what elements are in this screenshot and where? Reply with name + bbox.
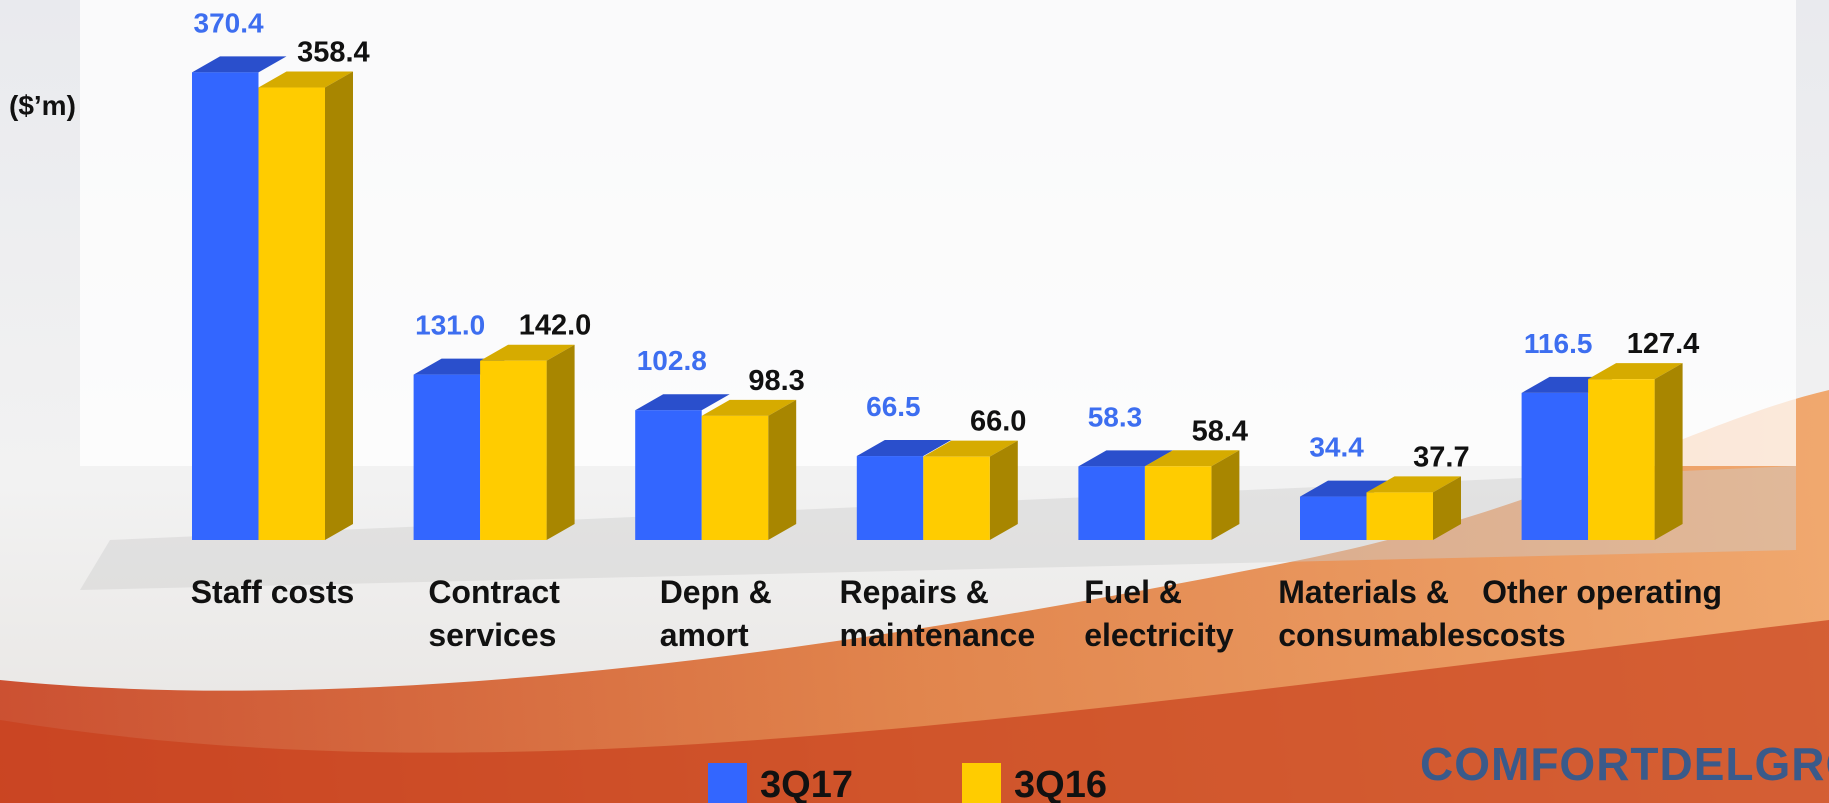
value-label: 131.0: [415, 310, 485, 341]
x-tick-label: services: [428, 617, 556, 653]
logo: COMFORTDELGRO: [1420, 738, 1829, 790]
bar-top: [635, 394, 730, 411]
x-tick-label: consumables: [1278, 617, 1483, 653]
bar-top: [701, 399, 797, 416]
x-tick-label: Materials &: [1278, 574, 1449, 610]
bar: [1300, 496, 1367, 540]
bar-top: [258, 71, 353, 88]
value-label: 66.0: [970, 406, 1026, 438]
value-label: 142.0: [519, 310, 592, 342]
legend-label: 3Q16: [1014, 764, 1107, 803]
bar: [701, 415, 769, 540]
x-tick-label: costs: [1482, 617, 1566, 653]
x-tick-label: Repairs &: [839, 574, 988, 610]
legend-swatch: [962, 763, 1001, 803]
bar: [413, 374, 481, 540]
bar: [480, 360, 547, 540]
x-tick-label: amort: [660, 617, 749, 653]
bar: [635, 410, 702, 540]
value-label: 358.4: [297, 37, 370, 69]
background-swoosh: [0, 620, 1829, 803]
bar-top: [923, 440, 1018, 457]
x-tick-label: electricity: [1084, 617, 1234, 653]
bar-top: [1144, 450, 1240, 467]
bar: [192, 72, 259, 541]
bar: [856, 456, 924, 540]
value-label: 98.3: [748, 365, 804, 397]
x-tick-label: Staff costs: [191, 574, 355, 610]
value-label: 58.4: [1192, 415, 1248, 447]
x-tick-label: Contract: [428, 574, 560, 610]
legend-swatch: [708, 763, 747, 803]
legend-label: 3Q17: [760, 764, 853, 803]
bar: [1078, 466, 1145, 540]
value-label: 66.5: [866, 391, 921, 422]
bar-top: [1588, 363, 1683, 380]
plot-wall: [80, 0, 1796, 466]
bar: [258, 87, 325, 541]
value-label: 370.4: [194, 7, 264, 38]
value-label: 127.4: [1627, 328, 1700, 360]
bar-top: [1078, 450, 1173, 467]
bar: [1144, 466, 1212, 540]
bar-top: [856, 440, 952, 457]
bar: [1366, 492, 1433, 540]
x-tick-label: Depn &: [660, 574, 772, 610]
bar: [1588, 379, 1655, 540]
bar-side: [546, 344, 575, 540]
bar-top: [480, 344, 575, 361]
bar: [1521, 392, 1589, 540]
bar-side: [1211, 450, 1240, 540]
value-label: 37.7: [1413, 441, 1469, 473]
bar-top: [192, 56, 287, 73]
x-tick-label: maintenance: [839, 617, 1035, 653]
bar-side: [989, 440, 1018, 540]
bar: [923, 456, 990, 540]
value-label: 116.5: [1524, 328, 1593, 359]
value-label: 102.8: [637, 345, 707, 376]
bar-side: [1654, 363, 1683, 540]
x-tick-label: Other operating: [1482, 574, 1722, 610]
value-label: 58.3: [1088, 401, 1143, 432]
y-axis-label: ($’m): [9, 90, 76, 121]
bar-top: [1366, 476, 1461, 493]
value-label: 34.4: [1309, 432, 1364, 463]
bar-side: [768, 399, 797, 540]
bar-side: [325, 71, 353, 541]
bar-side: [1433, 476, 1461, 540]
x-tick-label: Fuel &: [1084, 574, 1182, 610]
